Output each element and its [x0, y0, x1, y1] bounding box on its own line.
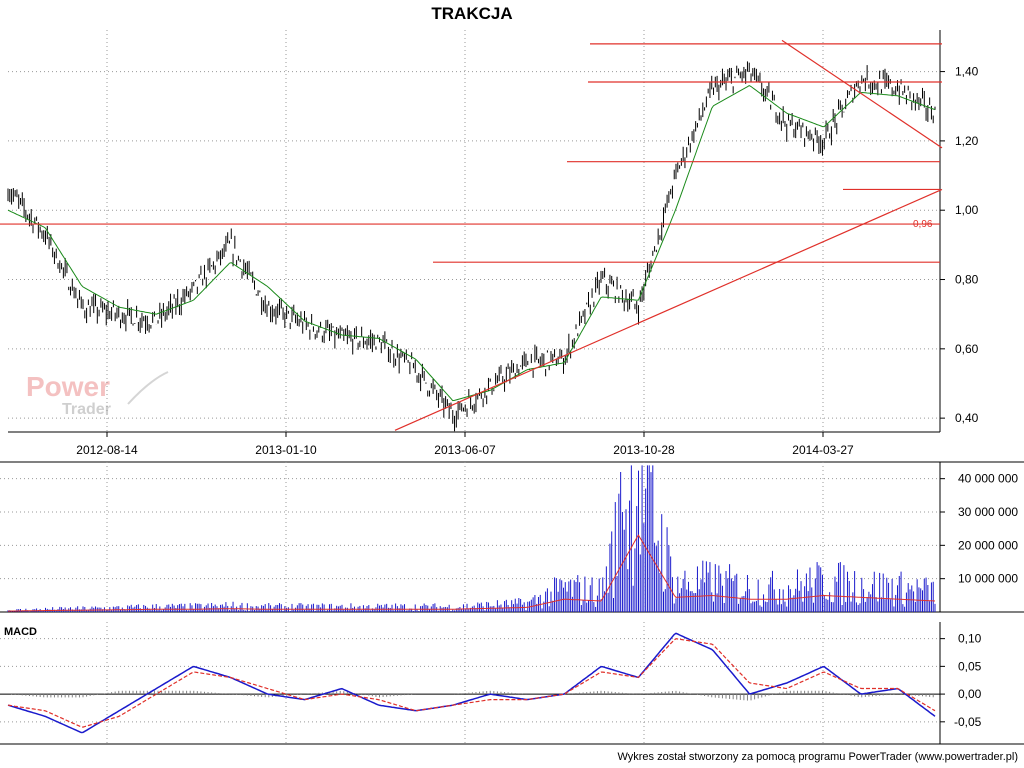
macd-y-tick-label: -0,05: [954, 715, 982, 729]
macd-signal-line: [7, 638, 936, 728]
price-y-tick-label: 1,20: [955, 134, 979, 148]
chart-title: TRAKCJA: [431, 4, 512, 23]
price-grid: [8, 30, 940, 432]
price-x-tick-label: 2012-08-14: [76, 443, 138, 457]
macd-y-tick-label: 0,00: [958, 687, 982, 701]
price-y-ticks: 1,40 1,20 1,00 0,80 0,60 0,40: [940, 65, 979, 425]
price-x-tick-label: 2013-06-07: [434, 443, 496, 457]
volume-y-tick-label: 40 000 000: [958, 472, 1018, 486]
price-y-tick-label: 0,40: [955, 411, 979, 425]
volume-y-tick-label: 30 000 000: [958, 505, 1018, 519]
footer-credit: Wykres został stworzony za pomocą progra…: [617, 751, 1018, 763]
macd-label: MACD: [4, 626, 37, 638]
price-y-tick-label: 0,60: [955, 342, 979, 356]
price-x-tick-label: 2014-03-27: [792, 443, 854, 457]
volume-y-ticks: 40 000 000 30 000 000 20 000 000 10 000 000: [940, 472, 1018, 586]
volume-y-tick-label: 20 000 000: [958, 538, 1018, 552]
volume-y-tick-label: 10 000 000: [958, 572, 1018, 586]
watermark-power: Power: [26, 371, 110, 402]
macd-y-ticks: 0,10 0,05 0,00 -0,05: [940, 632, 982, 729]
last-value-label: 0,96: [913, 219, 933, 230]
macd-y-tick-label: 0,10: [958, 632, 982, 646]
price-x-ticks: 2012-08-14 2013-01-10 2013-06-07 2013-10-28…: [76, 432, 854, 457]
falling-resistance-line: [781, 39, 943, 149]
price-moving-average-line: [7, 85, 936, 402]
watermark-swoosh: [127, 371, 169, 405]
price-x-tick-label: 2013-01-10: [255, 443, 317, 457]
trendlines: [0, 39, 943, 431]
price-y-tick-label: 1,00: [955, 203, 979, 217]
powertrader-watermark: Power Trader: [26, 371, 169, 418]
price-candles: [7, 61, 936, 432]
volume-grid: [0, 462, 940, 612]
macd-y-tick-label: 0,05: [958, 659, 982, 673]
watermark-trader: Trader: [62, 401, 111, 418]
price-y-tick-label: 1,40: [955, 65, 979, 79]
rising-support-line: [394, 188, 943, 431]
price-y-tick-label: 0,80: [955, 273, 979, 287]
volume-bars: [7, 465, 936, 612]
macd-line: [7, 632, 936, 734]
volume-moving-average-line: [8, 534, 936, 612]
price-x-tick-label: 2013-10-28: [613, 443, 675, 457]
